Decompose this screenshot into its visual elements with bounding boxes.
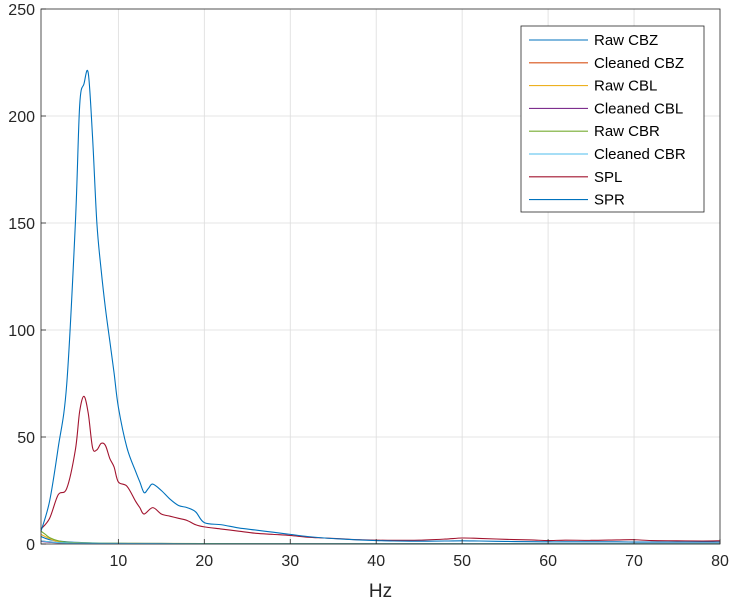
x-tick-label: 50	[453, 553, 471, 570]
legend-label-raw-cbr: Raw CBR	[594, 123, 660, 140]
legend: Raw CBZ Cleaned CBZ Raw CBL Cleaned CBL Raw …	[520, 25, 705, 213]
y-tick-label: 250	[8, 2, 35, 19]
legend-label-raw-cbz: Raw CBZ	[594, 32, 658, 49]
legend-label-cleaned-cbl: Cleaned CBL	[594, 100, 683, 117]
series-line-spr	[40, 69, 720, 543]
series-line-spl	[40, 395, 721, 542]
y-tick-label: 150	[8, 216, 35, 233]
x-tick-label: 20	[195, 553, 213, 570]
y-tick-label: 200	[8, 109, 35, 126]
legend-label-cleaned-cbz: Cleaned CBZ	[594, 55, 684, 72]
y-tick-label: 100	[8, 323, 35, 340]
legend-label-cleaned-cbr: Cleaned CBR	[594, 146, 686, 163]
legend-box	[520, 25, 705, 213]
x-tick-label: 30	[281, 553, 299, 570]
x-axis-label: Hz	[369, 581, 392, 601]
x-tick-label: 60	[539, 553, 557, 570]
legend-label-raw-cbl: Raw CBL	[594, 78, 657, 95]
y-tick-label: 50	[17, 430, 35, 447]
plot-frame	[40, 8, 721, 545]
legend-label-spr: SPR	[594, 192, 625, 209]
y-tick-label: 0	[26, 537, 35, 554]
x-tick-label: 70	[625, 553, 643, 570]
legend-label-spl: SPL	[594, 169, 622, 186]
x-tick-label: 40	[367, 553, 385, 570]
x-tick-label: 80	[711, 553, 729, 570]
axis-ticks: 10 20 30 40 50 60 70 80 0 50 100 150 200 250	[8, 2, 729, 570]
x-tick-label: 10	[109, 553, 127, 570]
